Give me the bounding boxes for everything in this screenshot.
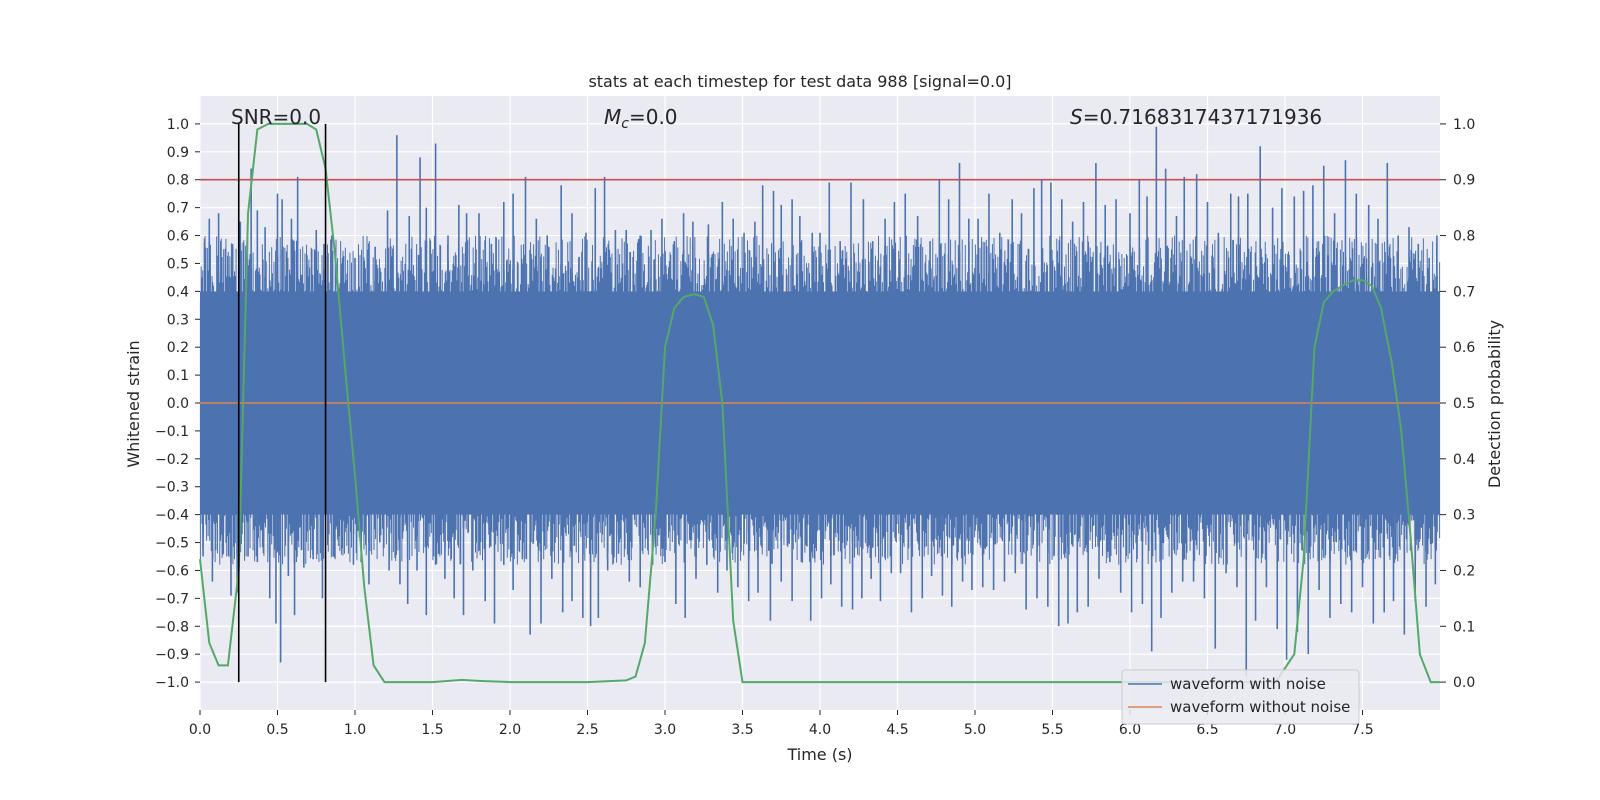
y-right-tick-label-7: 0.7 bbox=[1453, 284, 1475, 300]
y-left-tick-label-9: −0.1 bbox=[155, 424, 189, 440]
score-annotation: S=0.7168317437171936 bbox=[1070, 105, 1322, 129]
y-left-tick-label-3: −0.7 bbox=[155, 591, 189, 607]
vertical-markers bbox=[237, 123, 327, 683]
noise-filler-spikes bbox=[199, 235, 1441, 565]
x-tick-label-14: 7.0 bbox=[1274, 722, 1296, 738]
y-axis-right-label: Detection probability bbox=[1485, 320, 1504, 488]
x-tick-label-1: 0.5 bbox=[266, 722, 288, 738]
y-right-tick-label-0: 0.0 bbox=[1453, 675, 1475, 691]
y-left-tick-label-18: 0.8 bbox=[167, 173, 189, 189]
y-left-tick-label-17: 0.7 bbox=[167, 201, 189, 217]
score-value: =0.7168317437171936 bbox=[1083, 105, 1322, 129]
y-left-tick-label-4: −0.6 bbox=[155, 563, 189, 579]
chirp-mass-subscript: c bbox=[621, 116, 629, 132]
series-detection-probability bbox=[199, 122, 1440, 684]
y-left-tick-label-10: 0.0 bbox=[167, 396, 189, 412]
x-tick-label-9: 4.5 bbox=[886, 722, 908, 738]
y-left-tick-label-20: 1.0 bbox=[167, 117, 189, 133]
chart-title: stats at each timestep for test data 988… bbox=[588, 72, 1011, 91]
y-right-tick-label-1: 0.1 bbox=[1453, 619, 1475, 635]
x-tick-label-6: 3.0 bbox=[654, 722, 676, 738]
y-left-tick-label-0: −1.0 bbox=[155, 675, 189, 691]
y-right-tick-label-3: 0.3 bbox=[1453, 508, 1475, 524]
y-left-tick-label-1: −0.9 bbox=[155, 647, 189, 663]
x-tick-label-7: 3.5 bbox=[731, 722, 753, 738]
score-symbol: S bbox=[1070, 105, 1083, 129]
y-left-tick-label-11: 0.1 bbox=[167, 368, 189, 384]
detection-probability-line bbox=[199, 122, 1440, 684]
y-left-tick-label-12: 0.2 bbox=[167, 340, 189, 356]
y-axis-left-label: Whitened strain bbox=[124, 340, 143, 467]
y-right-tick-label-8: 0.8 bbox=[1453, 229, 1475, 245]
legend-box bbox=[1121, 669, 1360, 725]
y-left-tick-label-2: −0.8 bbox=[155, 619, 189, 635]
x-tick-label-10: 5.0 bbox=[964, 722, 986, 738]
x-tick-label-11: 5.5 bbox=[1041, 722, 1063, 738]
x-tick-label-8: 4.0 bbox=[809, 722, 831, 738]
y-right-tick-label-2: 0.2 bbox=[1453, 563, 1475, 579]
x-tick-label-12: 6.0 bbox=[1119, 722, 1141, 738]
y-left-tick-label-8: −0.2 bbox=[155, 452, 189, 468]
snr-annotation: SNR=0.0 bbox=[231, 105, 321, 129]
y-right-tick-label-9: 0.9 bbox=[1453, 173, 1475, 189]
y-left-tick-label-6: −0.4 bbox=[155, 508, 189, 524]
x-tick-label-3: 1.5 bbox=[421, 722, 443, 738]
y-right-tick-label-4: 0.4 bbox=[1453, 452, 1475, 468]
y-right-tick-label-5: 0.5 bbox=[1453, 396, 1475, 412]
legend: waveform with noise waveform without noi… bbox=[1121, 669, 1360, 725]
x-tick-label-2: 1.0 bbox=[344, 722, 366, 738]
y-left-tick-label-19: 0.9 bbox=[167, 145, 189, 161]
x-tick-label-13: 6.5 bbox=[1196, 722, 1218, 738]
y-left-tick-label-13: 0.3 bbox=[167, 312, 189, 328]
legend-label-waveform-without-noise: waveform without noise bbox=[1170, 698, 1350, 716]
chirp-mass-value: =0.0 bbox=[629, 105, 678, 129]
x-axis-label: Time (s) bbox=[786, 745, 852, 764]
y-left-tick-label-14: 0.4 bbox=[167, 284, 189, 300]
y-left-tick-label-15: 0.5 bbox=[167, 256, 189, 272]
legend-label-waveform-with-noise: waveform with noise bbox=[1170, 675, 1326, 693]
y-axis-left-ticks: −1.0 −0.9 −0.8 −0.7 −0.6 −0.5 −0.4 −0.3 −0.2 −0.1… bbox=[155, 117, 200, 691]
y-left-tick-label-5: −0.5 bbox=[155, 536, 189, 552]
x-tick-label-4: 2.0 bbox=[499, 722, 521, 738]
y-axis-right-ticks: 0.0 0.1 0.2 0.3 0.4 0.5 0.6 0.7 0.8 0.9 1.0 bbox=[1440, 117, 1475, 691]
x-tick-label-0: 0.0 bbox=[189, 722, 211, 738]
x-axis-ticks: 0.0 0.5 1.0 1.5 2.0 2.5 3.0 3.5 4.0 4.5 5.0 5.5 6.0 6… bbox=[189, 710, 1374, 738]
x-tick-label-5: 2.5 bbox=[576, 722, 598, 738]
y-right-tick-label-6: 0.6 bbox=[1453, 340, 1475, 356]
x-tick-label-15: 7.5 bbox=[1351, 722, 1373, 738]
chirp-mass-annotation: Mc=0.0 bbox=[604, 105, 678, 132]
chirp-mass-symbol: M bbox=[604, 105, 621, 129]
y-right-tick-label-10: 1.0 bbox=[1453, 117, 1475, 133]
y-left-tick-label-16: 0.6 bbox=[167, 229, 189, 245]
y-left-tick-label-7: −0.3 bbox=[155, 480, 189, 496]
